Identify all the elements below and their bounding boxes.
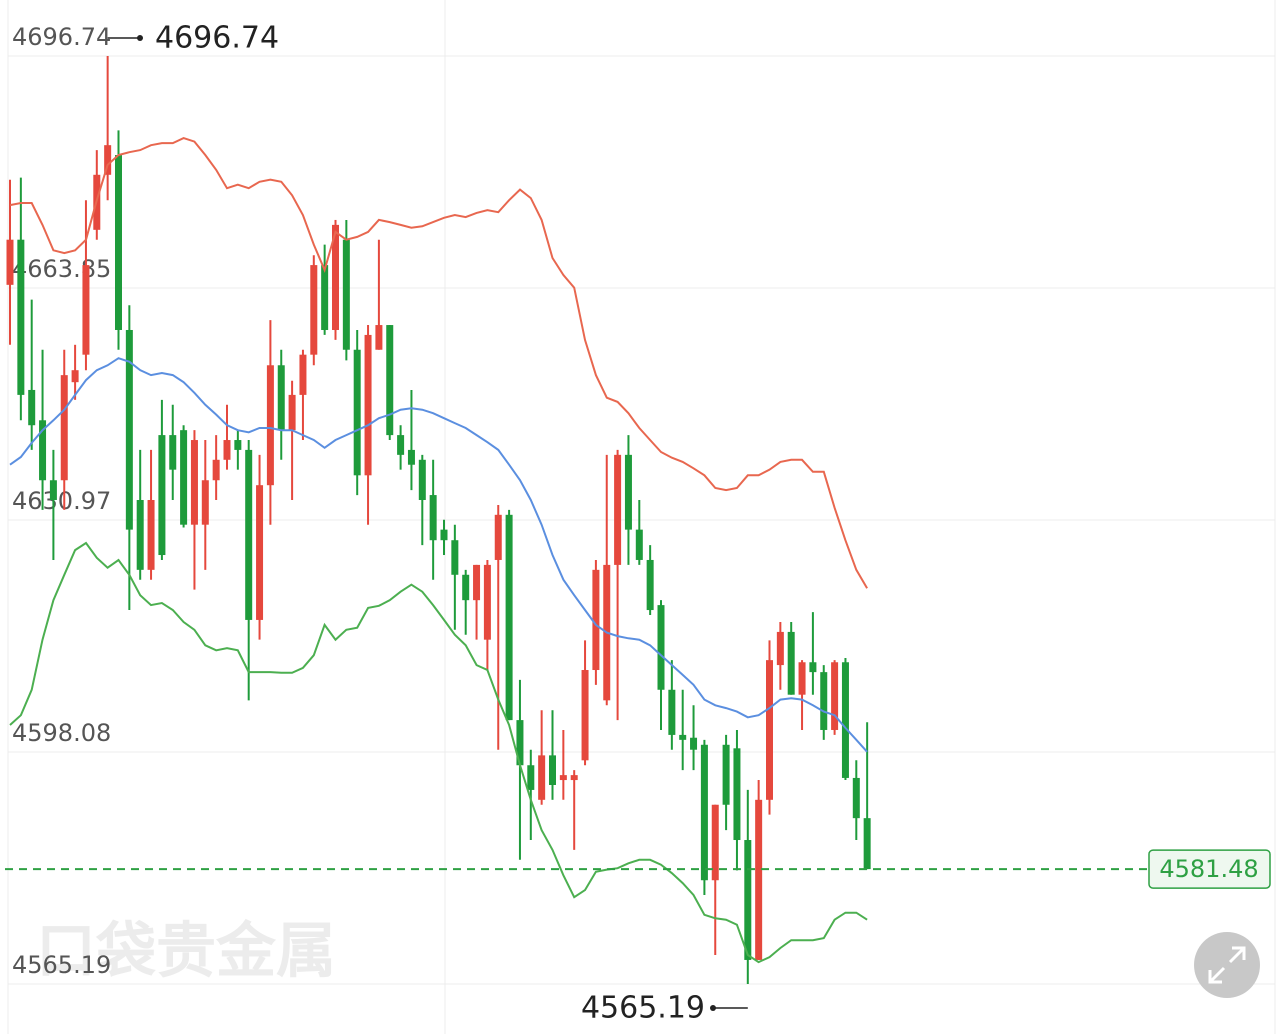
candle-body	[841, 662, 849, 778]
candle-body	[505, 514, 513, 721]
candle-body	[115, 155, 122, 330]
candle-body	[798, 662, 806, 695]
candle-body	[722, 744, 730, 805]
candle-body	[863, 818, 871, 870]
candle-body	[700, 744, 708, 881]
candle-body	[559, 775, 567, 781]
candle-body	[809, 662, 817, 673]
candle-body	[407, 449, 415, 465]
candle-body	[581, 670, 589, 761]
candle-body	[570, 775, 578, 781]
candle-body	[766, 660, 773, 800]
band-line	[9, 357, 868, 753]
candle-body	[17, 239, 25, 395]
candle-body	[733, 748, 741, 841]
candle-body	[332, 224, 339, 330]
candle-body	[386, 325, 394, 436]
expand-button-bg[interactable]	[1194, 932, 1260, 998]
band-line	[9, 137, 868, 589]
candle-body	[494, 514, 502, 560]
candle-body	[299, 354, 307, 395]
y-tick-label: 4598.08	[12, 719, 111, 747]
candle-body	[6, 239, 14, 285]
min-dot	[710, 1005, 716, 1011]
candle-body	[462, 574, 470, 601]
candle-body	[538, 755, 546, 800]
candle-body	[60, 375, 68, 481]
band-line	[9, 541, 868, 964]
candle-body	[288, 394, 296, 431]
candle-body	[364, 334, 372, 476]
candle-body	[516, 720, 524, 766]
candle-body	[169, 435, 177, 470]
candle-body	[624, 454, 632, 530]
candle-body	[277, 365, 285, 431]
candle-body	[668, 689, 676, 735]
max-dot	[137, 35, 143, 41]
candle-body	[646, 559, 654, 611]
candle-body	[679, 734, 687, 740]
candle-body	[592, 569, 600, 671]
candle-body	[49, 480, 57, 501]
candle-body	[527, 765, 535, 790]
expand-button[interactable]	[1194, 932, 1260, 998]
last-price-tag	[1148, 849, 1271, 889]
candle-body	[831, 662, 839, 730]
y-tick-label: 4565.19	[12, 951, 111, 979]
candle-body	[201, 480, 209, 525]
candle-body	[147, 500, 155, 570]
candle-body	[473, 564, 481, 601]
min-label: 4565.19	[581, 991, 705, 1026]
candle-body	[820, 672, 828, 730]
y-tick-label: 4663.85	[12, 255, 111, 283]
candle-body	[28, 389, 36, 426]
candle-body	[549, 755, 556, 785]
candle-body	[375, 325, 383, 350]
candle-body	[635, 529, 643, 560]
candle-body	[39, 420, 47, 481]
candle-body	[483, 564, 491, 640]
candle-body	[418, 459, 426, 501]
candle-body	[397, 435, 405, 455]
plot-area: 4565.19 4598.08 4630.97 4663.85 4696.74 4581.…	[5, 21, 1275, 1026]
candle-body	[82, 265, 90, 355]
y-tick-label: 4696.74	[12, 23, 111, 51]
candle-body	[234, 440, 242, 450]
candle-body	[158, 435, 166, 556]
candle-body	[776, 631, 784, 666]
candle-body	[451, 540, 459, 575]
watermark: 口袋贵金属	[36, 917, 336, 987]
candle-body	[190, 440, 198, 525]
candle-body	[711, 804, 719, 881]
candle-body	[245, 449, 253, 620]
expand-icon[interactable]	[1208, 946, 1246, 984]
candle-body	[852, 777, 860, 819]
candle-body	[71, 370, 79, 383]
candle-body	[744, 840, 752, 960]
candle-body	[755, 799, 763, 960]
candle-body	[440, 529, 448, 541]
candle-body	[256, 485, 264, 620]
candle-body	[657, 605, 665, 690]
candle-body	[429, 495, 437, 541]
last-price-label: 4581.48	[1159, 855, 1258, 883]
candle-body	[321, 265, 329, 330]
candle-body	[310, 265, 318, 355]
candle-body	[690, 737, 698, 750]
candle-body	[614, 454, 622, 565]
candle-body	[212, 459, 220, 481]
candle-body	[104, 145, 112, 175]
candle-body	[266, 365, 274, 486]
max-label: 4696.74	[155, 21, 279, 56]
candle-body	[125, 329, 133, 530]
candle-body	[787, 631, 795, 695]
candle-body	[342, 239, 350, 350]
candle-body	[180, 430, 188, 525]
candle-body	[223, 440, 231, 460]
candle-body	[136, 500, 144, 570]
candle-body	[353, 349, 361, 476]
y-tick-label: 4630.97	[12, 487, 111, 515]
